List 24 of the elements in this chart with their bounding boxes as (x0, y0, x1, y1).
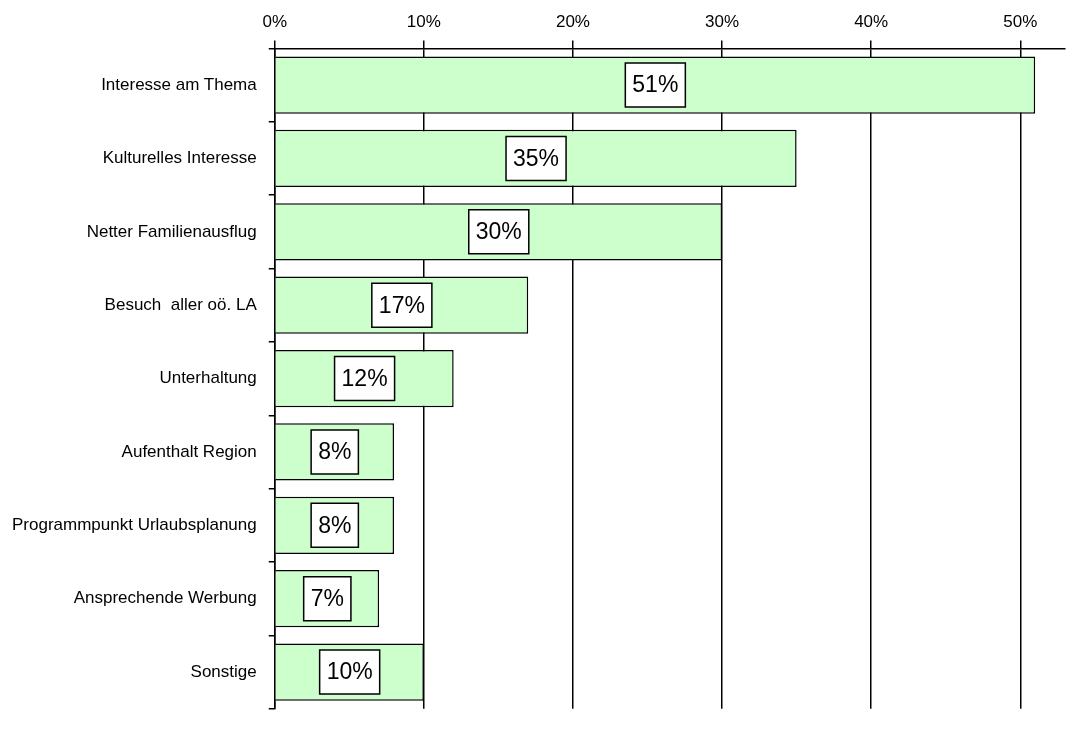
y-tick-label: Ansprechende Werbung (73, 588, 257, 608)
data-label: 35% (513, 144, 560, 171)
data-label: 30% (475, 218, 522, 245)
data-label: 12% (341, 364, 388, 391)
data-label: 8% (318, 438, 352, 465)
y-tick-label: Netter Familienausflug (86, 221, 257, 241)
data-label: 10% (326, 658, 373, 685)
x-tick-label: 10% (406, 11, 441, 31)
y-tick-label: Unterhaltung (159, 368, 257, 388)
x-tick-label: 0% (262, 11, 288, 31)
data-label: 7% (310, 585, 344, 612)
y-tick-label: Kulturelles Interesse (102, 148, 257, 168)
y-tick-label: Interesse am Thema (101, 74, 258, 94)
data-label: 8% (318, 511, 352, 538)
data-label: 51% (632, 71, 679, 98)
x-tick-label: 20% (555, 11, 590, 31)
x-tick-label: 40% (854, 11, 889, 31)
y-tick-label: Besuch aller oö. LA (104, 294, 258, 314)
data-label: 17% (378, 291, 425, 318)
y-tick-label: Aufenthalt Region (121, 441, 257, 461)
x-tick-label: 50% (1003, 11, 1038, 31)
y-tick-label: Programmpunkt Urlaubsplanung (11, 515, 257, 535)
x-tick-label: 30% (705, 11, 740, 31)
y-tick-label: Sonstige (190, 661, 257, 681)
